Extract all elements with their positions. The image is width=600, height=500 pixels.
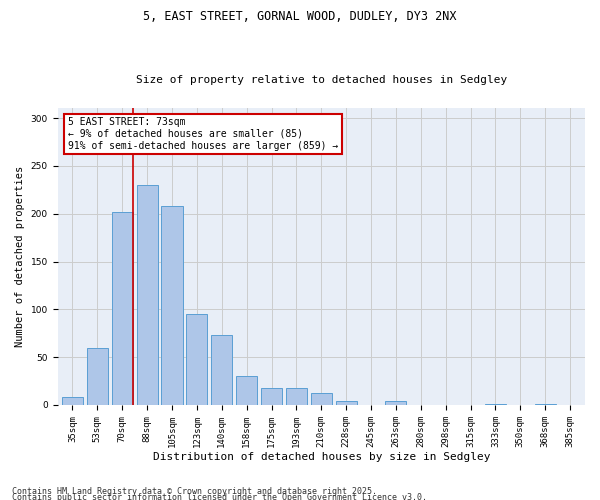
Bar <box>236 376 257 405</box>
Bar <box>286 388 307 405</box>
Bar <box>137 185 158 405</box>
Text: 5 EAST STREET: 73sqm
← 9% of detached houses are smaller (85)
91% of semi-detach: 5 EAST STREET: 73sqm ← 9% of detached ho… <box>68 118 338 150</box>
Bar <box>261 388 282 405</box>
Bar <box>385 401 406 405</box>
Bar <box>112 212 133 405</box>
Bar <box>535 404 556 405</box>
Bar <box>211 335 232 405</box>
Bar <box>186 314 208 405</box>
Bar <box>335 401 357 405</box>
Bar <box>311 392 332 405</box>
Text: 5, EAST STREET, GORNAL WOOD, DUDLEY, DY3 2NX: 5, EAST STREET, GORNAL WOOD, DUDLEY, DY3… <box>143 10 457 23</box>
Bar <box>485 404 506 405</box>
Text: Contains public sector information licensed under the Open Government Licence v3: Contains public sector information licen… <box>12 492 427 500</box>
Y-axis label: Number of detached properties: Number of detached properties <box>15 166 25 348</box>
Bar <box>161 206 182 405</box>
Bar <box>87 348 108 405</box>
Bar <box>62 398 83 405</box>
X-axis label: Distribution of detached houses by size in Sedgley: Distribution of detached houses by size … <box>152 452 490 462</box>
Text: Contains HM Land Registry data © Crown copyright and database right 2025.: Contains HM Land Registry data © Crown c… <box>12 486 377 496</box>
Title: Size of property relative to detached houses in Sedgley: Size of property relative to detached ho… <box>136 76 507 86</box>
